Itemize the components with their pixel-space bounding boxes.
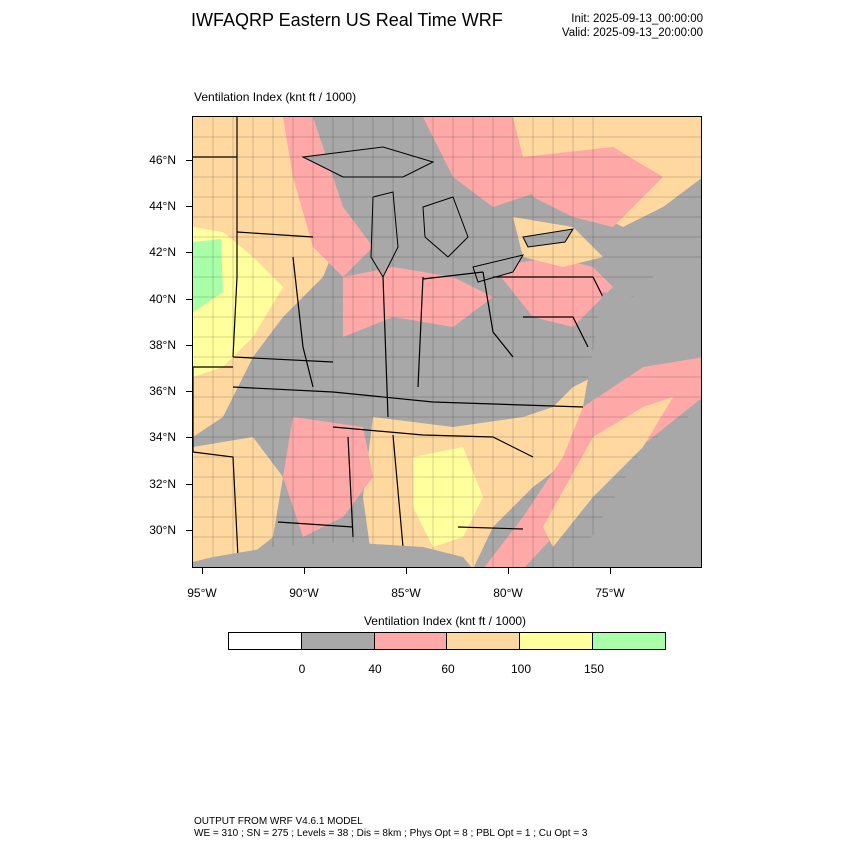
lon-label-80: 80°W [493, 586, 523, 600]
lat-label-32: 32°N [149, 477, 176, 491]
colorbar-box [593, 633, 665, 649]
lon-tick [406, 568, 407, 574]
lat-label-46: 46°N [149, 153, 176, 167]
lon-tick [202, 568, 203, 574]
ventilation-index-map [193, 117, 701, 567]
colorbar-label: 40 [368, 662, 382, 676]
lat-tick [186, 160, 192, 161]
chart-title: IWFAQRP Eastern US Real Time WRF [191, 10, 503, 30]
lat-tick [186, 437, 192, 438]
colorbar-label: 60 [441, 662, 455, 676]
lon-label-75: 75°W [595, 586, 625, 600]
lon-tick [508, 568, 509, 574]
colorbar-label: 0 [298, 662, 306, 676]
lat-label-40: 40°N [149, 292, 176, 306]
map-panel [192, 116, 702, 568]
colorbar-title: Ventilation Index (knt ft / 1000) [363, 614, 527, 628]
lat-label-30: 30°N [149, 523, 176, 537]
lat-tick [186, 206, 192, 207]
lat-tick [186, 484, 192, 485]
colorbar [228, 632, 666, 650]
valid-time: Valid: 2025-09-13_20:00:00 [561, 27, 703, 39]
lat-tick [186, 530, 192, 531]
colorbar-label: 150 [583, 662, 605, 676]
lat-label-38: 38°N [149, 338, 176, 352]
colorbar-box [229, 633, 302, 649]
lat-tick [186, 252, 192, 253]
plot-field-label: Ventilation Index (knt ft / 1000) [194, 90, 357, 104]
lon-label-90: 90°W [289, 586, 319, 600]
lat-label-42: 42°N [149, 245, 176, 259]
lon-tick [304, 568, 305, 574]
colorbar-box [374, 633, 448, 649]
lat-label-34: 34°N [149, 430, 176, 444]
lon-tick [610, 568, 611, 574]
lat-label-36: 36°N [149, 384, 176, 398]
lat-tick [186, 345, 192, 346]
lat-label-44: 44°N [149, 199, 176, 213]
colorbar-box [520, 633, 594, 649]
footer-model-line: OUTPUT FROM WRF V4.6.1 MODEL [194, 816, 363, 827]
colorbar-box [447, 633, 521, 649]
lat-tick [186, 391, 192, 392]
lon-label-85: 85°W [391, 586, 421, 600]
lon-label-95: 95°W [187, 586, 217, 600]
colorbar-label: 100 [510, 662, 532, 676]
footer-config-line: WE = 310 ; SN = 275 ; Levels = 38 ; Dis … [194, 828, 588, 839]
lat-tick [186, 299, 192, 300]
init-time: Init: 2025-09-13_00:00:00 [571, 13, 703, 25]
colorbar-box [301, 633, 375, 649]
